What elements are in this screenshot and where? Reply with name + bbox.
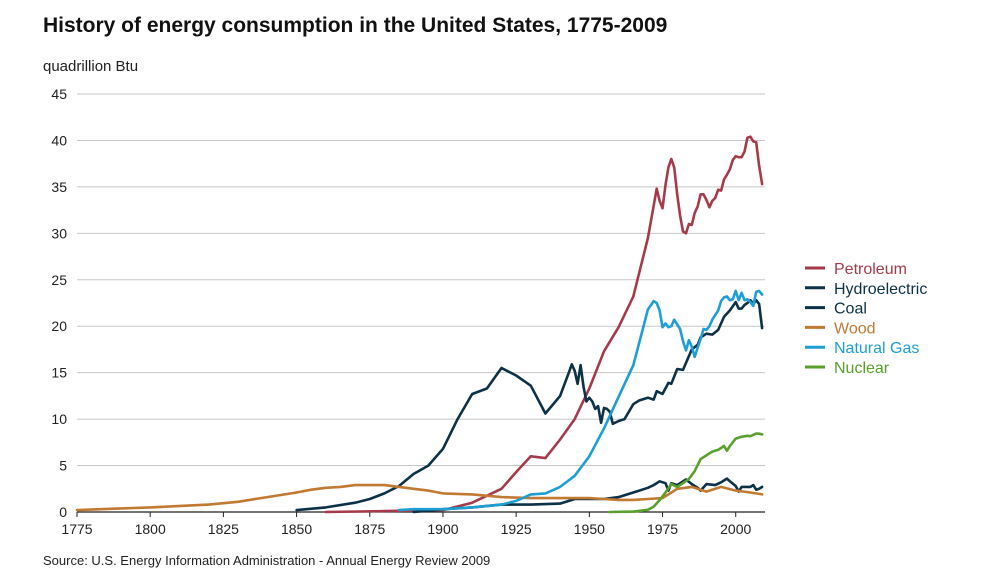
x-tick-label: 1900: [427, 521, 458, 537]
series-line-natural-gas: [397, 289, 764, 512]
y-tick-label: 15: [51, 365, 67, 381]
y-tick-label: 45: [51, 86, 67, 102]
legend-label-nuclear: Nuclear: [834, 360, 890, 377]
x-tick-label: 1950: [574, 521, 605, 537]
source-note: Source: U.S. Energy Information Administ…: [43, 553, 491, 568]
x-axis-ticks: 1775 1800 1825 1850 1875 1900 1925 1950 1975 2000: [61, 512, 752, 537]
x-tick-label: 1975: [647, 521, 678, 537]
y-tick-label: 40: [51, 132, 67, 148]
series-lines: [75, 135, 764, 514]
x-tick-label: 1775: [61, 521, 92, 537]
legend-label-coal: Coal: [834, 301, 867, 318]
chart-title: History of energy consumption in the Uni…: [43, 14, 668, 37]
y-tick-label: 30: [51, 225, 67, 241]
legend: Petroleum Hydroelectric Coal Wood Natural Ga…: [805, 261, 927, 377]
y-tick-label: 0: [59, 504, 67, 520]
y-tick-label: 25: [51, 272, 67, 288]
x-tick-label: 1925: [501, 521, 532, 537]
x-tick-label: 1875: [354, 521, 385, 537]
legend-label-wood: Wood: [834, 320, 876, 337]
legend-label-natural-gas: Natural Gas: [834, 340, 919, 357]
y-tick-label: 20: [51, 318, 67, 334]
y-tick-label: 5: [59, 458, 67, 474]
x-tick-label: 1850: [281, 521, 312, 537]
series-line-petroleum: [324, 135, 764, 514]
legend-label-hydroelectric: Hydroelectric: [834, 281, 927, 298]
x-tick-label: 1800: [135, 521, 166, 537]
series-line-nuclear: [608, 432, 764, 514]
series-line-coal: [295, 298, 764, 512]
y-tick-label: 35: [51, 179, 67, 195]
y-axis-label: quadrillion Btu: [43, 58, 139, 75]
series-line-wood: [75, 483, 764, 512]
x-tick-label: 1825: [208, 521, 239, 537]
gridlines: [77, 93, 765, 513]
y-axis-ticks: 0 5 10 15 20 25 30 35 40 45: [51, 86, 67, 520]
y-tick-label: 10: [51, 411, 67, 427]
x-tick-label: 2000: [720, 521, 751, 537]
legend-label-petroleum: Petroleum: [834, 261, 907, 278]
